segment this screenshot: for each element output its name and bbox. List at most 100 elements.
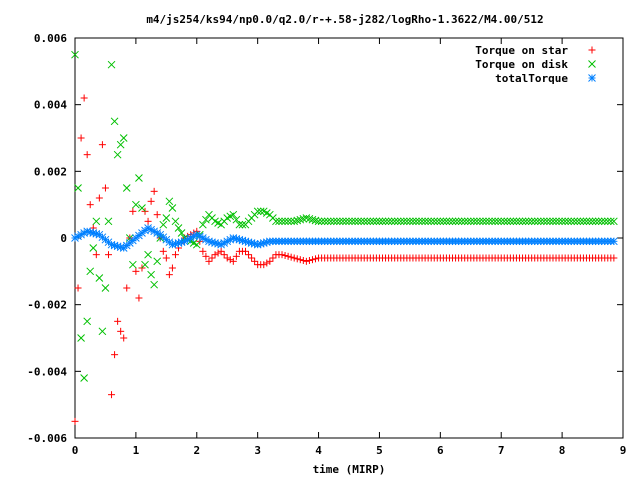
data-point <box>281 217 289 226</box>
data-point <box>424 217 433 226</box>
data-point <box>546 217 554 226</box>
data-point <box>159 220 168 229</box>
series-2 <box>71 224 618 252</box>
data-point <box>482 217 490 226</box>
data-point <box>326 217 335 226</box>
data-point <box>162 214 171 222</box>
data-point <box>165 197 174 206</box>
data-point <box>463 237 472 246</box>
x-tick-label: 4 <box>315 444 322 457</box>
data-point <box>317 217 326 226</box>
data-point <box>168 204 177 212</box>
data-point <box>445 217 454 226</box>
data-point <box>238 220 247 229</box>
data-point <box>579 217 588 226</box>
data-point <box>485 217 493 226</box>
data-point <box>266 257 274 265</box>
data-point <box>71 50 79 59</box>
data-point <box>168 264 176 272</box>
data-point <box>269 214 277 222</box>
data-point <box>104 251 112 259</box>
legend-label: Torque on disk <box>475 58 568 71</box>
data-point <box>220 251 228 259</box>
data-point <box>588 217 597 226</box>
data-point <box>296 215 305 224</box>
data-point <box>208 254 216 262</box>
data-point <box>305 257 313 264</box>
data-points <box>71 50 618 425</box>
data-point <box>86 201 94 209</box>
data-point <box>98 141 106 149</box>
data-point <box>597 217 606 226</box>
data-point <box>177 238 186 247</box>
data-point <box>205 257 213 265</box>
data-point <box>555 217 563 226</box>
data-point <box>153 229 162 237</box>
data-point <box>591 217 600 226</box>
data-point <box>500 217 509 226</box>
data-point <box>403 254 411 262</box>
data-point <box>141 260 149 269</box>
data-point <box>488 217 496 226</box>
data-point <box>150 187 158 195</box>
data-point <box>525 254 533 262</box>
data-point <box>369 217 378 226</box>
data-point <box>302 257 310 265</box>
data-point <box>77 134 85 142</box>
data-point <box>305 214 314 223</box>
data-point <box>375 217 384 226</box>
data-point <box>494 217 503 226</box>
data-point <box>214 249 222 257</box>
data-point <box>135 294 143 302</box>
data-point <box>433 217 442 226</box>
data-point <box>521 217 530 226</box>
data-point <box>107 60 116 69</box>
data-point <box>86 267 95 276</box>
data-point <box>74 184 82 192</box>
data-point <box>238 247 246 255</box>
data-point <box>248 254 256 262</box>
data-point <box>132 200 140 209</box>
data-point <box>244 238 253 247</box>
data-point <box>171 217 180 226</box>
data-point <box>515 217 524 226</box>
data-point <box>245 251 253 259</box>
data-point <box>539 217 548 226</box>
data-point <box>506 217 515 226</box>
data-point <box>390 217 399 226</box>
data-point <box>214 219 222 227</box>
data-point <box>570 217 579 226</box>
data-point <box>116 140 125 149</box>
data-point <box>287 237 296 246</box>
data-point <box>171 251 179 259</box>
data-point <box>527 217 536 226</box>
data-point <box>600 217 609 226</box>
data-point <box>457 217 466 226</box>
data-point <box>74 284 82 292</box>
data-point <box>120 334 128 342</box>
data-point <box>323 217 332 226</box>
data-point <box>332 217 341 226</box>
data-point <box>269 254 277 262</box>
y-tick-label: 0 <box>60 232 67 245</box>
data-point <box>427 217 436 226</box>
data-point <box>460 217 469 226</box>
x-tick-label: 2 <box>193 444 200 457</box>
data-point <box>512 217 521 226</box>
data-point <box>89 244 98 252</box>
data-point <box>469 217 478 226</box>
series-1 <box>71 50 618 382</box>
data-point <box>387 217 396 226</box>
data-point <box>92 229 101 238</box>
data-point <box>101 284 110 292</box>
data-point <box>101 184 109 192</box>
legend-marker <box>588 46 596 54</box>
data-point <box>378 217 387 226</box>
data-point <box>299 237 308 246</box>
data-point <box>415 217 423 226</box>
data-point <box>433 237 442 246</box>
data-point <box>232 252 240 260</box>
data-point <box>71 234 79 242</box>
data-point <box>582 217 591 226</box>
